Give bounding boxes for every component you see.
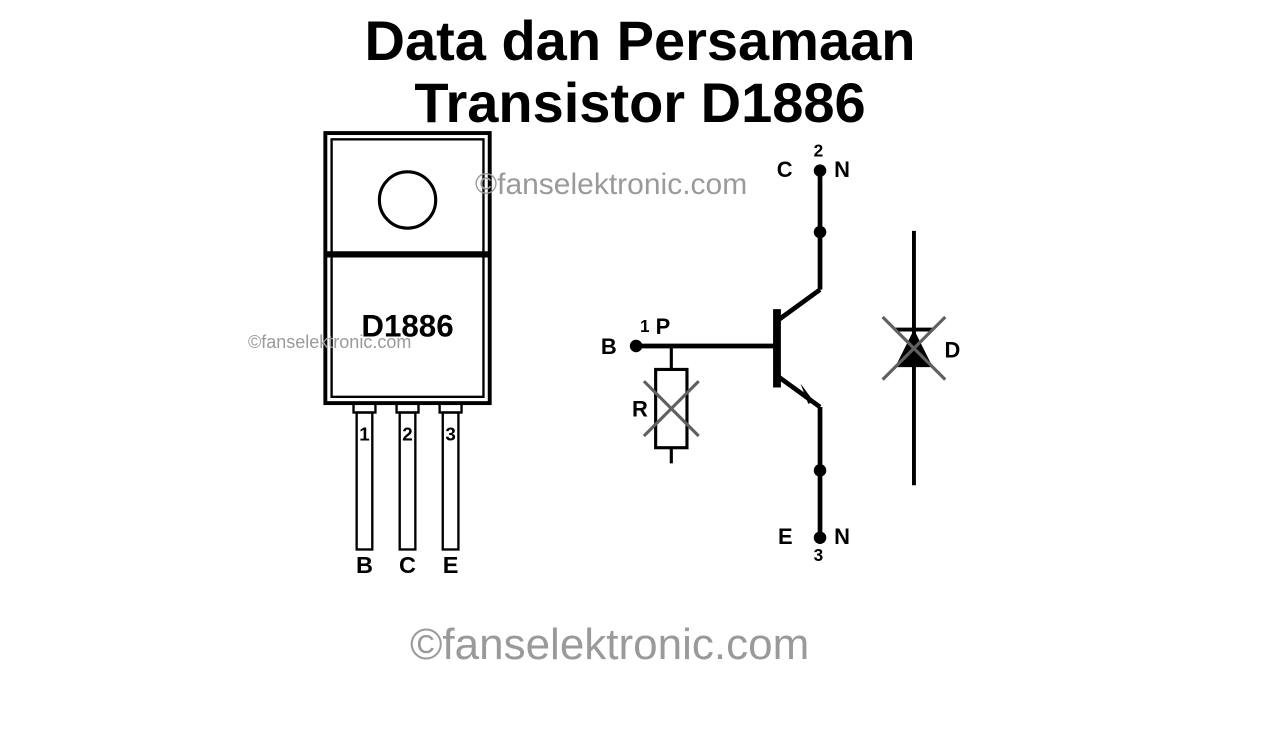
svg-text:D1886: D1886	[361, 309, 453, 344]
svg-text:1: 1	[359, 424, 369, 445]
svg-text:N: N	[834, 524, 850, 549]
svg-text:P: P	[656, 314, 671, 339]
svg-text:E: E	[443, 552, 459, 578]
svg-text:C: C	[399, 552, 416, 578]
svg-text:1: 1	[640, 316, 650, 336]
svg-text:E: E	[778, 524, 793, 549]
svg-text:B: B	[356, 552, 373, 578]
svg-text:C: C	[777, 157, 793, 182]
svg-text:3: 3	[445, 424, 455, 445]
svg-text:2: 2	[814, 141, 824, 161]
svg-text:R: R	[632, 396, 648, 421]
svg-text:2: 2	[402, 424, 412, 445]
watermark: ©fanselektronic.com	[410, 620, 809, 670]
svg-text:N: N	[834, 157, 850, 182]
schematic-symbol: B1PCN2EN3RD	[601, 141, 960, 566]
diagram-svg: D18861B2C3E B1PCN2EN3RD	[0, 0, 1280, 580]
svg-text:D: D	[944, 338, 960, 363]
package-outline: D1886 1 B 2 C 3 E	[325, 133, 489, 578]
svg-text:B: B	[601, 334, 617, 359]
svg-text:3: 3	[814, 545, 824, 565]
